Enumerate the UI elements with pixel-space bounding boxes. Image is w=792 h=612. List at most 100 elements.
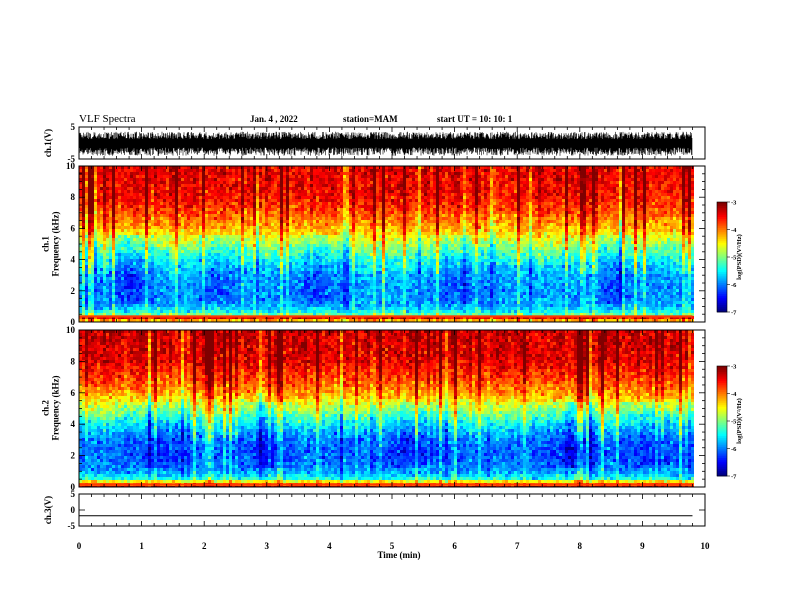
spectrogram-cell xyxy=(181,166,184,169)
spectrogram-cell xyxy=(289,292,292,295)
spectrogram-cell xyxy=(187,211,190,214)
spectrogram-cell xyxy=(94,238,97,241)
spectrogram-cell xyxy=(295,277,298,280)
spectrogram-cell xyxy=(241,268,244,271)
spectrogram-cell xyxy=(181,283,184,286)
spectrogram-cell xyxy=(82,181,85,184)
spectrogram-cell xyxy=(160,256,163,259)
spectrogram-cell xyxy=(145,283,148,286)
spectrogram-cell xyxy=(244,265,247,268)
spectrogram-cell xyxy=(157,319,160,322)
spectrogram-cell xyxy=(124,202,127,205)
spectrogram-cell xyxy=(223,202,226,205)
spectrogram-cell xyxy=(283,289,286,292)
spectrogram-cell xyxy=(121,175,124,178)
spectrogram-cell xyxy=(271,298,274,301)
spectrogram-cell xyxy=(160,238,163,241)
spectrogram-cell xyxy=(352,172,355,175)
spectrogram-cell xyxy=(211,199,214,202)
spectrogram-cell xyxy=(292,247,295,250)
spectrogram-cell xyxy=(322,274,325,277)
spectrogram-cell xyxy=(214,205,217,208)
spectrogram-cell xyxy=(235,196,238,199)
spectrogram-cell xyxy=(220,205,223,208)
spectrogram-cell xyxy=(274,205,277,208)
spectrogram-cell xyxy=(205,301,208,304)
spectrogram-cell xyxy=(199,265,202,268)
spectrogram-cell xyxy=(172,229,175,232)
spectrogram-cell xyxy=(181,307,184,310)
spectrogram-cell xyxy=(352,184,355,187)
spectrogram-cell xyxy=(166,214,169,217)
spectrogram-cell xyxy=(265,184,268,187)
spectrogram-cell xyxy=(169,274,172,277)
spectrogram-cell xyxy=(352,310,355,313)
spectrogram-cell xyxy=(247,262,250,265)
spectrogram-cell xyxy=(94,307,97,310)
spectrogram-cell xyxy=(163,193,166,196)
spectrogram-cell xyxy=(247,184,250,187)
spectrogram-cell xyxy=(325,259,328,262)
spectrogram-cell xyxy=(112,298,115,301)
spectrogram-cell xyxy=(358,229,361,232)
spectrogram-cell xyxy=(292,196,295,199)
spectrogram-cell xyxy=(169,262,172,265)
spectrogram-cell xyxy=(181,169,184,172)
spectrogram-cell xyxy=(79,229,82,232)
spectrogram-cell xyxy=(181,208,184,211)
spectrogram-cell xyxy=(148,187,151,190)
spectrogram-cell xyxy=(130,307,133,310)
spectrogram-cell xyxy=(244,271,247,274)
spectrogram-cell xyxy=(316,187,319,190)
spectrogram-cell xyxy=(232,169,235,172)
spectrogram-cell xyxy=(163,175,166,178)
spectrogram-cell xyxy=(163,268,166,271)
spectrogram-cell xyxy=(235,265,238,268)
spectrogram-cell xyxy=(196,310,199,313)
spectrogram-cell xyxy=(316,295,319,298)
spectrogram-cell xyxy=(109,307,112,310)
spectrogram-cell xyxy=(187,256,190,259)
spectrogram-cell xyxy=(292,304,295,307)
spectrogram-cell xyxy=(265,232,268,235)
spectrogram-cell xyxy=(142,280,145,283)
spectrogram-cell xyxy=(265,256,268,259)
spectrogram-cell xyxy=(298,205,301,208)
spectrogram-cell xyxy=(280,172,283,175)
spectrogram-cell xyxy=(100,232,103,235)
spectrogram-cell xyxy=(331,271,334,274)
spectrogram-cell xyxy=(259,232,262,235)
spectrogram-cell xyxy=(349,298,352,301)
spectrogram-cell xyxy=(286,295,289,298)
spectrogram-cell xyxy=(202,187,205,190)
spectrogram-cell xyxy=(316,304,319,307)
spectrogram-cell xyxy=(214,274,217,277)
spectrogram-cell xyxy=(142,214,145,217)
spectrogram-cell xyxy=(286,253,289,256)
spectrogram-cell xyxy=(184,208,187,211)
spectrogram-cell xyxy=(157,256,160,259)
spectrogram-cell xyxy=(316,193,319,196)
spectrogram-cell xyxy=(301,187,304,190)
spectrogram-cell xyxy=(283,181,286,184)
spectrogram-cell xyxy=(286,304,289,307)
spectrogram-cell xyxy=(265,250,268,253)
spectrogram-cell xyxy=(112,226,115,229)
spectrogram-cell xyxy=(82,244,85,247)
spectrogram-cell xyxy=(265,202,268,205)
spectrogram-cell xyxy=(322,241,325,244)
spectrogram-cell xyxy=(301,244,304,247)
spectrogram-cell xyxy=(148,256,151,259)
spectrogram-cell xyxy=(322,181,325,184)
spectrogram-cell xyxy=(238,199,241,202)
spectrogram-cell xyxy=(169,247,172,250)
spectrogram-cell xyxy=(355,265,358,268)
spectrogram-cell xyxy=(223,265,226,268)
spectrogram-cell xyxy=(103,211,106,214)
spectrogram-cell xyxy=(115,283,118,286)
spectrogram-cell xyxy=(229,166,232,169)
spectrogram-cell xyxy=(301,253,304,256)
spectrogram-cell xyxy=(304,304,307,307)
spectrogram-cell xyxy=(280,247,283,250)
spectrogram-cell xyxy=(169,238,172,241)
